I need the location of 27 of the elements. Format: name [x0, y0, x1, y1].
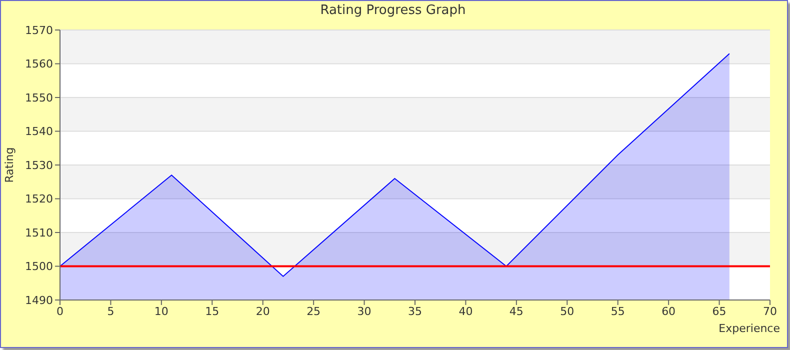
y-tick-label: 1500	[25, 260, 53, 274]
x-tick-label: 55	[610, 304, 625, 318]
x-tick-label: 60	[662, 304, 676, 318]
x-axis-title: Experience	[718, 322, 780, 335]
x-tick-label: 20	[256, 304, 270, 318]
x-tick-label: 70	[763, 304, 777, 318]
y-tick-label: 1550	[25, 91, 53, 104]
x-tick-label: 50	[560, 304, 574, 318]
chart-title: Rating Progress Graph	[319, 3, 467, 18]
x-tick-label: 65	[712, 304, 726, 318]
x-tick-label: 35	[408, 304, 422, 318]
x-tick-label: 5	[107, 304, 114, 318]
y-tick-label: 1560	[25, 58, 53, 71]
y-tick-label: 1510	[25, 226, 53, 240]
x-tick-label: 10	[154, 304, 168, 318]
y-axis-title: Rating	[3, 147, 16, 183]
y-tick-label: 1540	[25, 125, 53, 138]
y-tick-label: 1530	[25, 158, 53, 172]
x-tick-label: 40	[458, 304, 473, 318]
y-tick-label: 1520	[25, 192, 53, 206]
y-tick-label: 1570	[25, 24, 53, 37]
x-tick-label: 45	[509, 304, 524, 318]
x-tick-label: 30	[357, 304, 372, 318]
y-tick-label: 1490	[25, 294, 53, 307]
x-tick-label: 15	[205, 304, 220, 318]
x-tick-label: 0	[56, 304, 64, 318]
x-tick-label: 25	[306, 304, 321, 318]
